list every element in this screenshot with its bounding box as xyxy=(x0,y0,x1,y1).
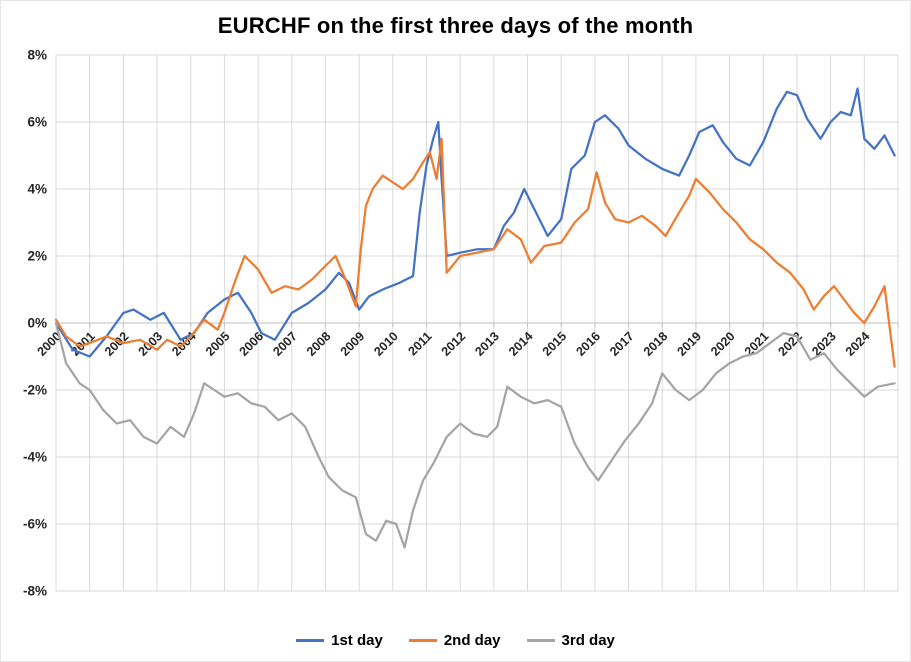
x-tick-label: 2010 xyxy=(371,329,401,359)
x-tick-label: 2007 xyxy=(270,329,300,359)
x-tick-label: 2011 xyxy=(406,329,435,358)
series-line-1st-day xyxy=(54,87,896,358)
y-tick-label: -8% xyxy=(23,584,47,599)
legend-item-2nd-day: 2nd day xyxy=(408,632,501,649)
x-tick-label: 2016 xyxy=(573,329,603,359)
x-axis-labels: 2000 2001 2002 2003 2004 2005 2006 2007 2008 2009… xyxy=(35,329,873,359)
chart-title: EURCHF on the first three days of the mo… xyxy=(217,13,694,38)
legend-label: 1st day xyxy=(331,632,383,649)
legend-item-1st-day: 1st day xyxy=(296,632,383,649)
y-tick-label: -6% xyxy=(23,517,47,532)
x-tick-label: 2008 xyxy=(304,329,334,359)
x-tick-label: 2005 xyxy=(203,329,233,359)
x-tick-label: 2003 xyxy=(136,329,166,359)
y-tick-label: 6% xyxy=(27,115,47,130)
y-tick-label: 2% xyxy=(27,249,47,264)
legend: 1st day 2nd day 3rd day xyxy=(1,632,910,649)
x-tick-label: 2013 xyxy=(472,329,502,359)
x-tick-label: 2009 xyxy=(338,329,368,359)
series-line-2nd-day xyxy=(54,137,896,368)
x-tick-label: 2019 xyxy=(674,329,704,359)
x-axis xyxy=(55,322,899,327)
legend-label: 3rd day xyxy=(561,632,615,649)
y-tick-label: 0% xyxy=(27,316,47,331)
y-axis-labels: 8% 6% 4% 2% 0% -2% -4% -6% -8% xyxy=(23,48,47,599)
x-tick-label: 2024 xyxy=(843,329,873,359)
y-tick-label: -2% xyxy=(23,383,47,398)
x-tick-label: 2014 xyxy=(506,329,536,359)
x-tick-label: 2020 xyxy=(708,329,738,359)
x-tick-label: 2012 xyxy=(439,329,469,359)
legend-line-swatch xyxy=(296,639,325,642)
y-tick-label: 4% xyxy=(27,182,47,197)
legend-line-swatch xyxy=(526,639,555,642)
legend-label: 2nd day xyxy=(443,632,501,649)
x-tick-label: 2017 xyxy=(607,329,637,359)
y-tick-label: 8% xyxy=(27,48,47,63)
line-chart-plot: 8% 6% 4% 2% 0% -2% -4% -6% -8% 2000 2001 2002 2003 20… xyxy=(23,48,899,599)
legend-item-3rd-day: 3rd day xyxy=(526,632,615,649)
legend-line-swatch xyxy=(408,639,437,642)
x-tick-label: 2002 xyxy=(102,329,132,359)
x-tick-label: 2015 xyxy=(540,329,570,359)
y-tick-label: -4% xyxy=(23,450,47,465)
x-tick-label: 2018 xyxy=(641,329,671,359)
series-line-3rd-day xyxy=(54,321,896,549)
